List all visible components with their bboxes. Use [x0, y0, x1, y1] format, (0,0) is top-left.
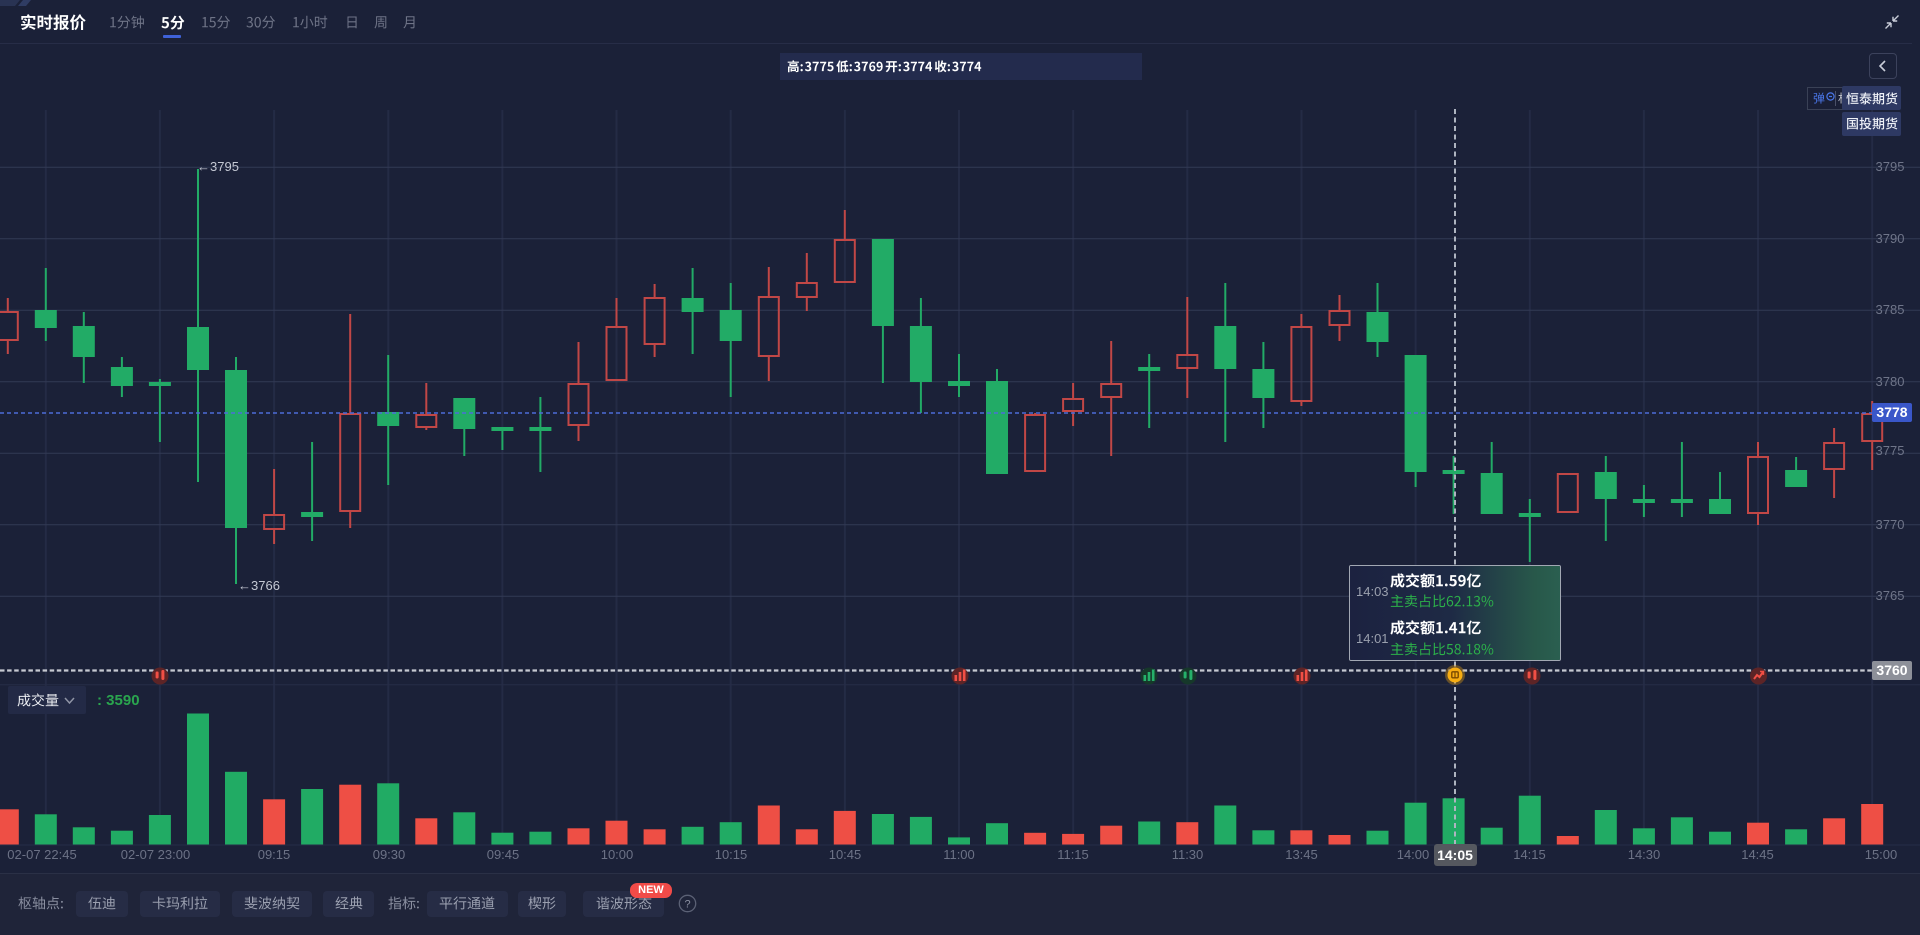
- svg-text:?: ?: [684, 899, 690, 911]
